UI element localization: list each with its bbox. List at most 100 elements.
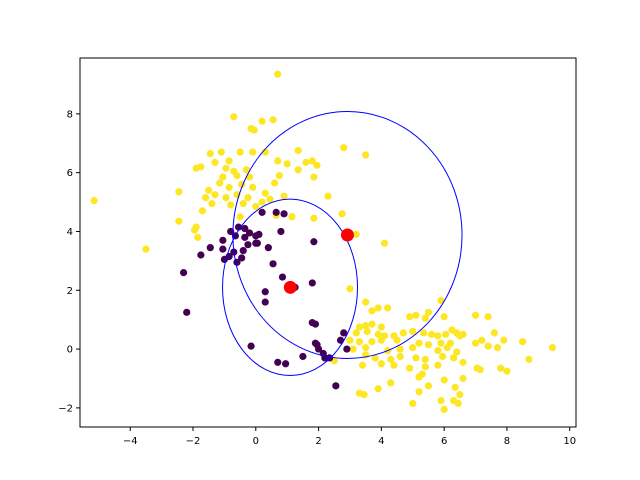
data-point: [294, 147, 302, 155]
data-point: [415, 339, 423, 347]
data-point: [272, 208, 280, 216]
data-point: [471, 339, 480, 347]
data-point: [459, 374, 467, 383]
data-point: [310, 214, 318, 222]
data-point: [211, 158, 219, 166]
data-point: [233, 258, 241, 266]
data-point: [179, 269, 188, 277]
data-point: [206, 149, 214, 158]
data-point: [409, 344, 417, 352]
data-point: [503, 367, 511, 375]
data-point: [360, 391, 368, 399]
data-point: [236, 148, 244, 156]
y-tick-label: 2: [67, 286, 73, 297]
data-point: [443, 344, 451, 352]
data-point: [183, 308, 191, 316]
plot-frame: [79, 57, 577, 428]
data-point: [459, 330, 467, 338]
cluster-ellipse: [232, 111, 463, 359]
cluster-center-marker: [340, 228, 354, 242]
x-tick-label: 10: [563, 436, 576, 447]
data-point: [437, 296, 445, 305]
data-point: [355, 323, 363, 331]
data-point: [437, 396, 445, 405]
data-point: [255, 230, 263, 239]
data-point: [387, 355, 395, 363]
data-point: [362, 321, 370, 330]
data-point: [459, 358, 467, 366]
data-point: [310, 173, 318, 181]
data-point: [264, 244, 272, 252]
data-point: [440, 405, 448, 413]
data-point: [244, 241, 252, 249]
x-tick-label: 8: [504, 436, 510, 447]
data-point: [434, 346, 442, 355]
data-point: [280, 192, 288, 200]
data-point: [412, 354, 420, 362]
data-point: [497, 364, 505, 372]
data-point: [368, 307, 376, 315]
data-point: [175, 217, 183, 225]
data-point: [242, 166, 250, 174]
data-point: [409, 327, 417, 336]
y-tick-label: 4: [67, 227, 73, 238]
data-point: [245, 229, 254, 237]
data-point: [250, 126, 258, 134]
data-point: [308, 157, 316, 165]
data-point: [280, 210, 288, 218]
data-point: [476, 366, 484, 374]
ellipse-layer: [222, 111, 463, 377]
data-point: [252, 202, 260, 211]
data-point: [325, 354, 334, 362]
y-tick-label: 8: [67, 109, 73, 120]
data-point: [245, 173, 254, 181]
data-point: [349, 345, 357, 353]
data-point: [493, 344, 502, 352]
x-tick-label: 4: [378, 436, 384, 447]
data-point: [253, 239, 261, 247]
data-points-layer: [90, 70, 557, 413]
data-point: [424, 341, 433, 349]
data-point: [310, 238, 318, 246]
data-point: [311, 320, 320, 328]
data-point: [313, 161, 321, 169]
data-point: [244, 194, 252, 202]
data-point: [274, 358, 282, 366]
data-point: [198, 207, 207, 215]
data-point: [420, 329, 428, 337]
data-point: [194, 233, 202, 241]
data-point: [211, 191, 219, 199]
data-point: [225, 157, 233, 165]
data-point: [374, 385, 382, 393]
data-point: [249, 183, 257, 191]
data-point: [236, 213, 244, 221]
data-point: [219, 173, 227, 181]
data-point: [377, 323, 385, 331]
data-point: [266, 195, 274, 203]
data-point: [368, 338, 376, 346]
data-point: [412, 311, 420, 319]
data-point: [374, 330, 382, 338]
x-tick-label: 6: [441, 436, 447, 447]
data-point: [261, 298, 269, 306]
data-point: [324, 192, 332, 200]
data-point: [440, 313, 448, 321]
y-tick-label: 6: [67, 168, 73, 179]
data-point: [340, 144, 348, 152]
data-point: [340, 329, 348, 337]
data-point: [230, 113, 238, 121]
data-point: [396, 352, 404, 361]
data-point: [219, 236, 227, 244]
data-point: [362, 151, 370, 159]
data-point: [415, 388, 423, 396]
data-point: [201, 194, 210, 202]
data-point: [437, 339, 445, 347]
data-point: [302, 158, 310, 166]
data-point: [454, 399, 462, 408]
data-point: [241, 224, 249, 233]
data-point: [471, 311, 480, 319]
data-point: [346, 336, 354, 344]
data-point: [362, 298, 370, 306]
data-point: [275, 172, 283, 180]
data-point: [238, 254, 246, 262]
